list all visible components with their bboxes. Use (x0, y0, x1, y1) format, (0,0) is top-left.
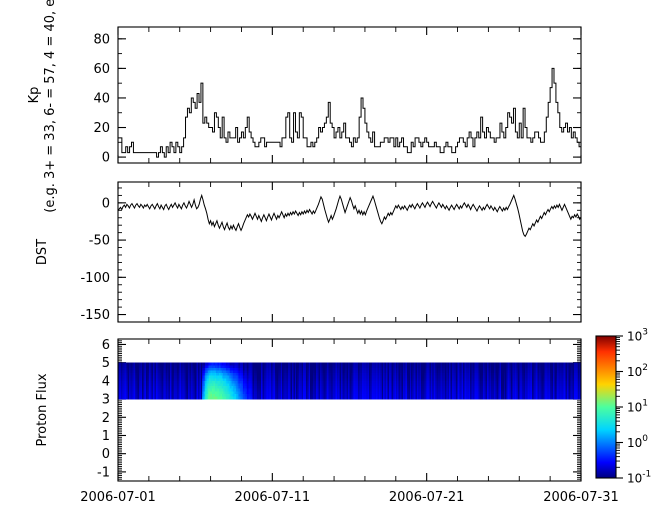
proton-flux-tick-label: 4 (102, 374, 110, 389)
kp-axis-label-line1: Kp (27, 87, 42, 104)
proton-flux-tick-label: 1 (102, 429, 110, 444)
proton-flux-tick-label: 5 (102, 356, 110, 371)
kp-tick-label: 80 (93, 32, 110, 47)
proton-flux-tick-label: 0 (102, 447, 110, 462)
dst-axis-label: DST (35, 239, 50, 265)
kp-tick-label: 40 (93, 91, 110, 106)
dst-tick-label: -100 (80, 271, 110, 286)
kp-tick-label: 20 (93, 121, 110, 136)
proton-flux-tick-label: 2 (102, 411, 110, 426)
dst-tick-label: -150 (80, 308, 110, 323)
proton-flux-tick-label: 3 (102, 393, 110, 408)
dst-tick-label: -50 (89, 234, 110, 249)
proton-flux-heatmap (118, 363, 582, 400)
dst-tick-label: 0 (102, 196, 110, 211)
kp-tick-label: 0 (102, 151, 110, 166)
kp-tick-label: 60 (93, 62, 110, 77)
proton-flux-tick-label: 6 (102, 338, 110, 353)
proton-flux-tick-label: -1 (97, 465, 110, 480)
kp-axis-label-line2: (e.g. 3+ = 33, 6- = 57, 4 = 40, etc.) (43, 0, 58, 213)
